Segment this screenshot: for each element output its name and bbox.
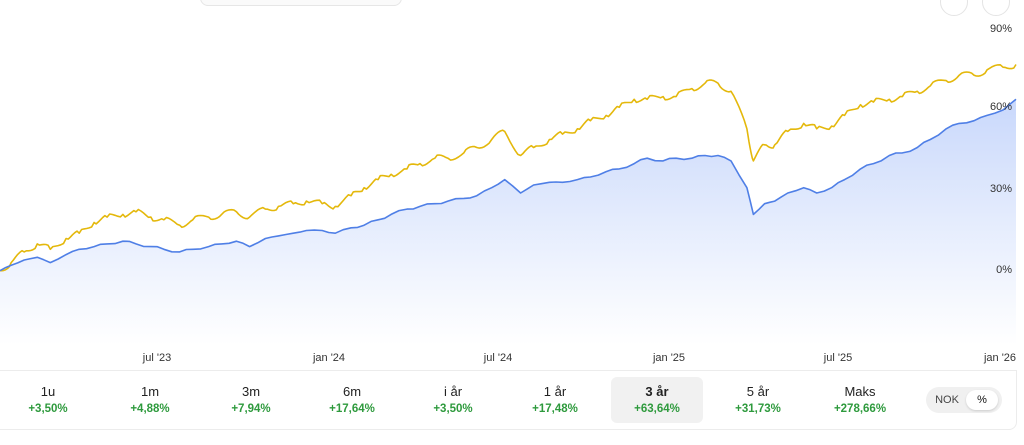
chart-svg: 90% 60% 30% 0% jul '23 jan '24 jul '24 j… <box>0 23 1017 364</box>
period-label: i år <box>443 384 463 399</box>
period-label: 3 år <box>645 384 669 399</box>
period-return: +278,66% <box>833 403 887 415</box>
y-tick-label: 30% <box>990 183 1012 195</box>
period-3y[interactable]: 3 år +63,64% <box>611 377 703 423</box>
period-selector-bar: 1u +3,50% 1m +4,88% 3m +7,94% 6m +17,64%… <box>0 370 1017 430</box>
x-tick-label: jan '25 <box>652 352 685 364</box>
unit-percent-option[interactable]: % <box>966 390 998 410</box>
period-return: +17,48% <box>532 403 578 415</box>
period-return: +4,88% <box>130 403 170 415</box>
unit-toggle: NOK % <box>926 387 1002 413</box>
y-tick-label: 60% <box>990 101 1012 113</box>
period-1m[interactable]: 1m +4,88% <box>104 377 196 423</box>
period-label: 1u <box>40 384 56 399</box>
period-label: 5 år <box>746 384 770 399</box>
period-5y[interactable]: 5 år +31,73% <box>712 377 804 423</box>
x-tick-label: jul '23 <box>142 352 171 364</box>
period-return: +31,73% <box>735 403 781 415</box>
period-return: +3,50% <box>433 403 473 415</box>
y-tick-label: 90% <box>990 23 1012 35</box>
unit-nok-option[interactable]: NOK <box>935 394 959 406</box>
series-line <box>0 64 1017 272</box>
period-return: +7,94% <box>231 403 271 415</box>
period-3m[interactable]: 3m +7,94% <box>205 377 297 423</box>
x-tick-label: jul '24 <box>483 352 512 364</box>
x-tick-label: jul '25 <box>823 352 852 364</box>
x-tick-label: jan '24 <box>312 352 345 364</box>
period-label: 1m <box>140 384 160 399</box>
period-6m[interactable]: 6m +17,64% <box>306 377 398 423</box>
series-line <box>0 98 1017 272</box>
series-area <box>0 99 1016 345</box>
period-label: Maks <box>844 384 876 399</box>
period-1u[interactable]: 1u +3,50% <box>2 377 94 423</box>
period-return: +63,64% <box>634 403 680 415</box>
period-max[interactable]: Maks +278,66% <box>814 377 906 423</box>
period-label: 3m <box>241 384 261 399</box>
performance-chart: 90% 60% 30% 0% jul '23 jan '24 jul '24 j… <box>0 23 1017 364</box>
x-tick-label: jan '26 <box>983 352 1016 364</box>
period-1y[interactable]: 1 år +17,48% <box>509 377 601 423</box>
y-tick-label: 0% <box>996 264 1012 276</box>
period-return: +3,50% <box>28 403 68 415</box>
period-label: 6m <box>342 384 362 399</box>
period-return: +17,64% <box>329 403 375 415</box>
period-label: 1 år <box>543 384 567 399</box>
period-ytd[interactable]: i år +3,50% <box>407 377 499 423</box>
